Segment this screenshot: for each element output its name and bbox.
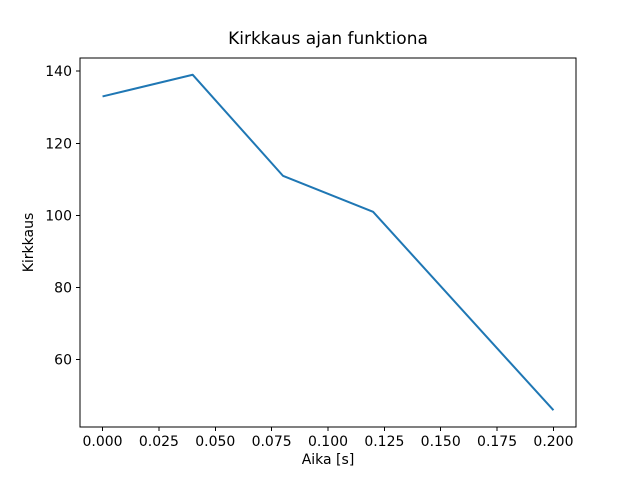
chart-title: Kirkkaus ajan funktiona	[228, 29, 428, 49]
y-tick-label: 120	[45, 136, 72, 152]
x-tick-label: 0.100	[308, 434, 348, 450]
y-tick-label: 60	[54, 353, 72, 369]
x-tick-label: 0.175	[477, 434, 517, 450]
x-tick-label: 0.125	[364, 434, 404, 450]
plot-area: 0.000 0.025 0.050 0.075 0.100 0.125 0.150 0.175…	[45, 57, 577, 450]
y-axis-label: Kirkkaus	[21, 213, 37, 273]
axes-box	[79, 57, 577, 428]
x-tick-label: 0.200	[533, 434, 573, 450]
y-tick-label: 140	[45, 64, 72, 80]
x-tick-label: 0.075	[252, 434, 292, 450]
x-tick-label: 0.150	[421, 434, 461, 450]
x-tick-label: 0.025	[139, 434, 179, 450]
y-tick-label: 80	[54, 281, 72, 297]
x-tick-label: 0.000	[82, 434, 122, 450]
y-tick-label: 100	[45, 208, 72, 224]
data-line-kirkkaus	[102, 73, 555, 411]
x-axis-label: Aika [s]	[302, 452, 355, 468]
x-tick-label: 0.050	[195, 434, 235, 450]
